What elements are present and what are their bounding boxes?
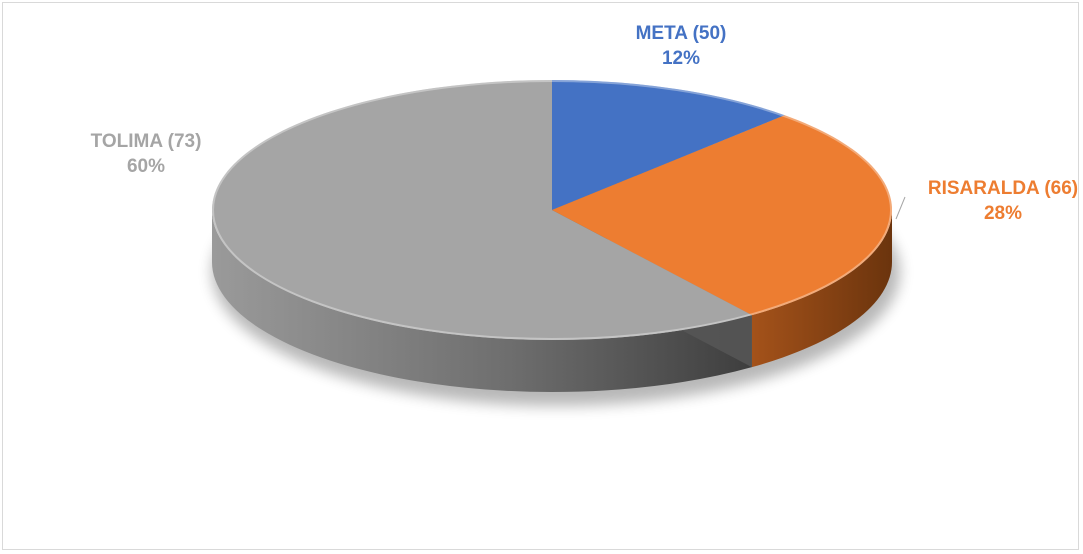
pie-slice-meta <box>552 80 785 210</box>
slice-label-risaralda: RISARALDA (66) 28% <box>928 176 1078 226</box>
slice-label-tolima: TOLIMA (73) 60% <box>91 129 202 179</box>
slice-label-risaralda-category: RISARALDA (66) <box>927 178 1079 199</box>
leader-line-risaralda <box>895 196 906 220</box>
pie-side-tolima <box>212 210 752 392</box>
slice-label-meta-category: META (50) <box>635 23 727 44</box>
pie-chart <box>212 80 906 406</box>
slice-label-meta: META (50) 12% <box>636 21 727 71</box>
slice-label-risaralda-percent: 28% <box>983 203 1023 224</box>
pie-side-risaralda <box>751 210 892 368</box>
pie-slice-risaralda <box>552 115 893 316</box>
pie-slice-tolima <box>212 80 752 340</box>
pie-rim <box>212 80 892 340</box>
slice-label-meta-percent: 12% <box>661 48 701 69</box>
slice-label-tolima-category: TOLIMA (73) <box>90 131 202 152</box>
slice-label-tolima-percent: 60% <box>126 156 166 177</box>
